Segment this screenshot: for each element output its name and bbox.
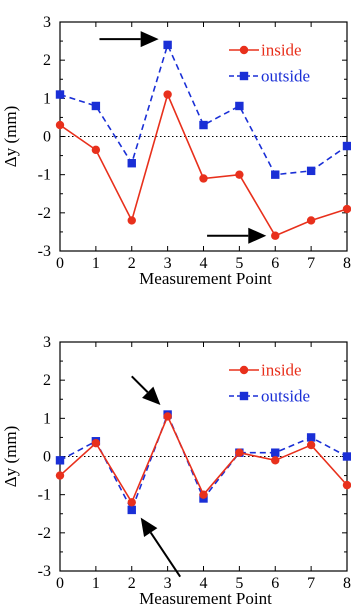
x-tick-label: 4 [200,255,208,272]
x-tick-label: 5 [235,575,243,592]
series-inside-point [306,440,316,450]
y-tick-label: -3 [38,243,51,260]
x-tick-label: 5 [235,255,243,272]
y-tick-label: 3 [43,334,51,351]
series-outside-point [55,90,65,99]
series-inside-point [91,438,101,448]
y-tick-label: -3 [38,563,51,580]
x-tick-label: 3 [164,575,172,592]
series-inside-point [235,170,244,179]
y-axis-label: Δy (mm) [1,426,20,487]
series-inside-point [235,448,244,457]
x-tick-label: 8 [343,255,351,272]
y-axis-label: Δy (mm) [1,106,20,167]
arrow-head [140,517,158,537]
plot-frame [59,21,348,252]
x-tick-label: 7 [307,255,315,272]
y-tick-label: -1 [38,167,51,184]
x-axis-label: Measurement Point [139,269,272,288]
series-outside-point [306,433,316,442]
x-axis-label: Measurement Point [139,589,272,608]
series-outside-point [271,448,280,457]
series-outside-point [306,166,316,176]
series-inside-point [163,412,172,421]
series-inside-point [127,498,136,507]
series-outside-point [91,101,101,111]
y-tick-label: 0 [43,449,51,466]
series-inside-line [59,92,348,237]
series-inside-point [342,480,351,490]
legend-inside-marker [239,45,249,55]
series-outside-point [163,40,172,50]
series-outside-line [59,42,348,176]
legend-inside-label: inside [261,361,302,380]
x-tick-label: 2 [128,255,136,272]
arrow-head [140,31,159,48]
chart-2: 0 1 2 3 4 5 6 7 8 3 2 1 0 -1 -2 -3 Measurement Point Δy (… [1,334,351,608]
x-tick-label: 8 [343,575,351,592]
legend-outside-marker [239,391,249,401]
series-inside-point [271,456,280,465]
x-tick-label: 2 [128,575,136,592]
series-outside-point [55,456,65,465]
series-inside-point [127,216,136,225]
series-outside-point [271,170,280,179]
series-inside-point [163,90,172,99]
series-inside-point [55,471,65,480]
arrow-head [142,386,161,405]
x-tick-label: 3 [164,255,172,272]
x-tick-label: 6 [271,575,279,592]
y-tick-label: 3 [43,14,51,31]
y-tick-label: -2 [38,525,51,542]
series-outside-point [235,101,244,111]
y-tick-label: 1 [43,90,51,107]
y-tick-label: 1 [43,410,51,427]
series-inside-point [91,145,101,155]
x-tick-label: 7 [307,575,315,592]
legend-outside-label: outside [261,387,310,406]
series-outside-point [127,505,136,515]
series-inside-point [199,174,208,183]
y-tick-label: 0 [43,129,51,146]
series-inside-point [199,490,208,499]
x-tick-label: 4 [200,575,208,592]
y-tick-label: 2 [43,372,51,389]
series-outside-point [342,141,351,151]
series-inside-line [59,414,348,505]
chart-1: 0 1 2 3 4 5 6 7 8 3 2 1 0 -1 -2 -3 Measurement Point Δy (… [1,14,351,288]
legend-outside-marker [239,71,249,81]
x-tick-label: 1 [92,255,100,272]
y-tick-label: -1 [38,487,51,504]
y-tick-label: 2 [43,52,51,69]
series-outside-point [127,159,136,168]
series-outside-point [342,452,351,461]
legend-inside-label: inside [261,41,302,60]
legend-outside-label: outside [261,67,310,86]
arrow-shaft [149,531,182,578]
legend-inside-marker [239,365,249,375]
series-inside-point [342,204,351,214]
arrow-shaft [131,375,149,393]
x-tick-label: 0 [56,575,64,592]
y-tick-label: -2 [38,205,51,222]
x-tick-label: 6 [271,255,279,272]
arrow-head [248,227,267,244]
series-inside-point [306,216,316,225]
x-tick-label: 0 [56,255,64,272]
series-outside-point [199,120,208,130]
x-tick-label: 1 [92,575,100,592]
series-inside-point [271,231,280,240]
series-inside-point [55,120,65,130]
